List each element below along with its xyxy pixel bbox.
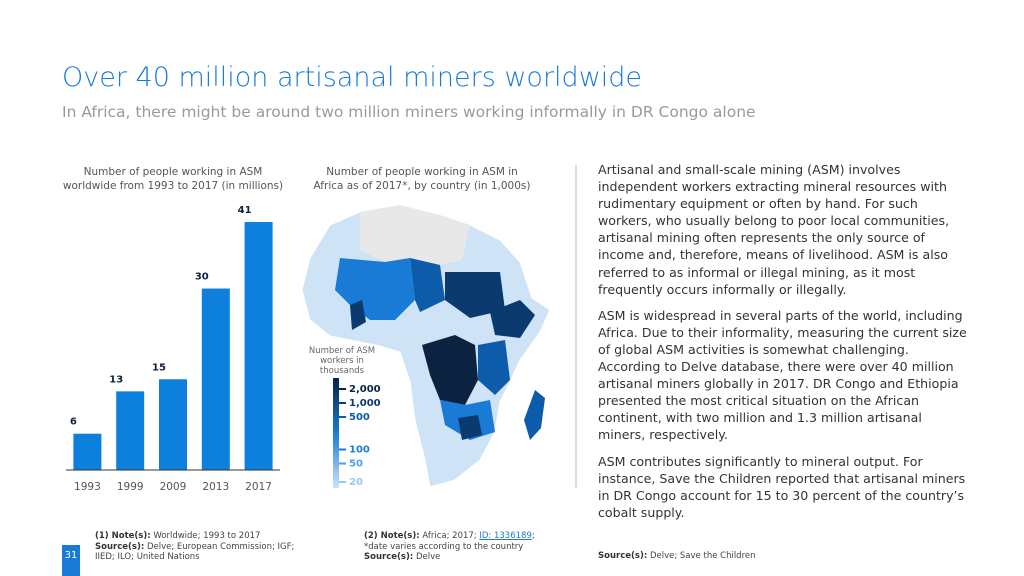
legend-tick-label: 500 bbox=[349, 412, 370, 423]
source: Delve; Save the Children bbox=[649, 551, 756, 561]
note-label: (2) Note(s): bbox=[364, 531, 420, 541]
note: Africa; 2017; bbox=[422, 531, 477, 541]
paragraph: ASM contributes significantly to mineral… bbox=[598, 453, 966, 520]
ethiopia-region bbox=[490, 300, 535, 338]
congo-region bbox=[422, 335, 478, 405]
bar bbox=[73, 433, 102, 470]
statistic-link[interactable]: ID: 1336189 bbox=[479, 531, 532, 541]
madagascar bbox=[524, 390, 545, 440]
ghana-region bbox=[350, 300, 366, 330]
value-label: 30 bbox=[195, 272, 209, 283]
source: Delve; European Commission; IGF; IIED; I… bbox=[95, 541, 295, 563]
source-label: Source(s): bbox=[598, 551, 648, 561]
legend-tick-label: 1,000 bbox=[349, 398, 381, 409]
source-label: Source(s): bbox=[95, 541, 145, 552]
page-number: 31 bbox=[62, 545, 80, 576]
x-tick-label: 2017 bbox=[245, 481, 272, 493]
paragraph: Artisanal and small-scale mining (ASM) i… bbox=[598, 162, 950, 297]
bar bbox=[244, 222, 273, 470]
bar bbox=[201, 288, 230, 470]
footnote: (1) Note(s): Worldwide; 1993 to 2017 Sou… bbox=[95, 531, 315, 563]
note-label: (1) Note(s): bbox=[95, 531, 151, 541]
zimbabwe-region bbox=[458, 415, 482, 440]
value-label: 15 bbox=[152, 362, 166, 373]
sudan-region bbox=[445, 272, 505, 318]
legend-tick-label: 100 bbox=[349, 444, 370, 455]
footnote: Source(s): Delve; Save the Children bbox=[598, 551, 798, 562]
africa-map bbox=[301, 204, 551, 488]
north-region bbox=[360, 205, 470, 265]
legend-tick-label: 50 bbox=[349, 458, 363, 469]
subtitle: In Africa, there might be around two mil… bbox=[62, 103, 756, 121]
colorbar bbox=[333, 378, 339, 488]
footnote: (2) Note(s): Africa; 2017; ID: 1336189; … bbox=[364, 531, 554, 563]
x-tick-label: 1993 bbox=[74, 481, 101, 493]
x-tick-label: 2009 bbox=[160, 481, 187, 493]
title: Over 40 million artisanal miners worldwi… bbox=[62, 62, 643, 93]
bar bbox=[159, 379, 187, 470]
legend-tick-label: 20 bbox=[349, 477, 363, 488]
sahel-region bbox=[410, 258, 445, 312]
value-label: 6 bbox=[70, 417, 77, 428]
note: Worldwide; 1993 to 2017 bbox=[153, 531, 261, 541]
bar bbox=[116, 391, 145, 470]
paragraph: ASM is widespread in several parts of th… bbox=[598, 307, 967, 443]
x-tick-label: 1999 bbox=[117, 481, 144, 493]
value-label: 41 bbox=[238, 205, 252, 216]
source: Delve bbox=[415, 552, 441, 562]
legend-tick-label: 2,000 bbox=[349, 384, 381, 395]
east-region bbox=[478, 340, 510, 395]
value-label: 13 bbox=[109, 374, 123, 385]
bar-chart-title: Number of people working in ASM worldwid… bbox=[62, 166, 284, 192]
source-label: Source(s): bbox=[364, 552, 414, 562]
legend-title: Number of ASM workers in thousands bbox=[308, 346, 376, 376]
map-title: Number of people working in ASM in Afric… bbox=[313, 166, 531, 192]
x-tick-label: 2013 bbox=[202, 481, 229, 493]
body-text: Artisanal and small-scale mining (ASM) i… bbox=[598, 161, 970, 530]
note: ; *date varies according to the country bbox=[364, 531, 535, 552]
